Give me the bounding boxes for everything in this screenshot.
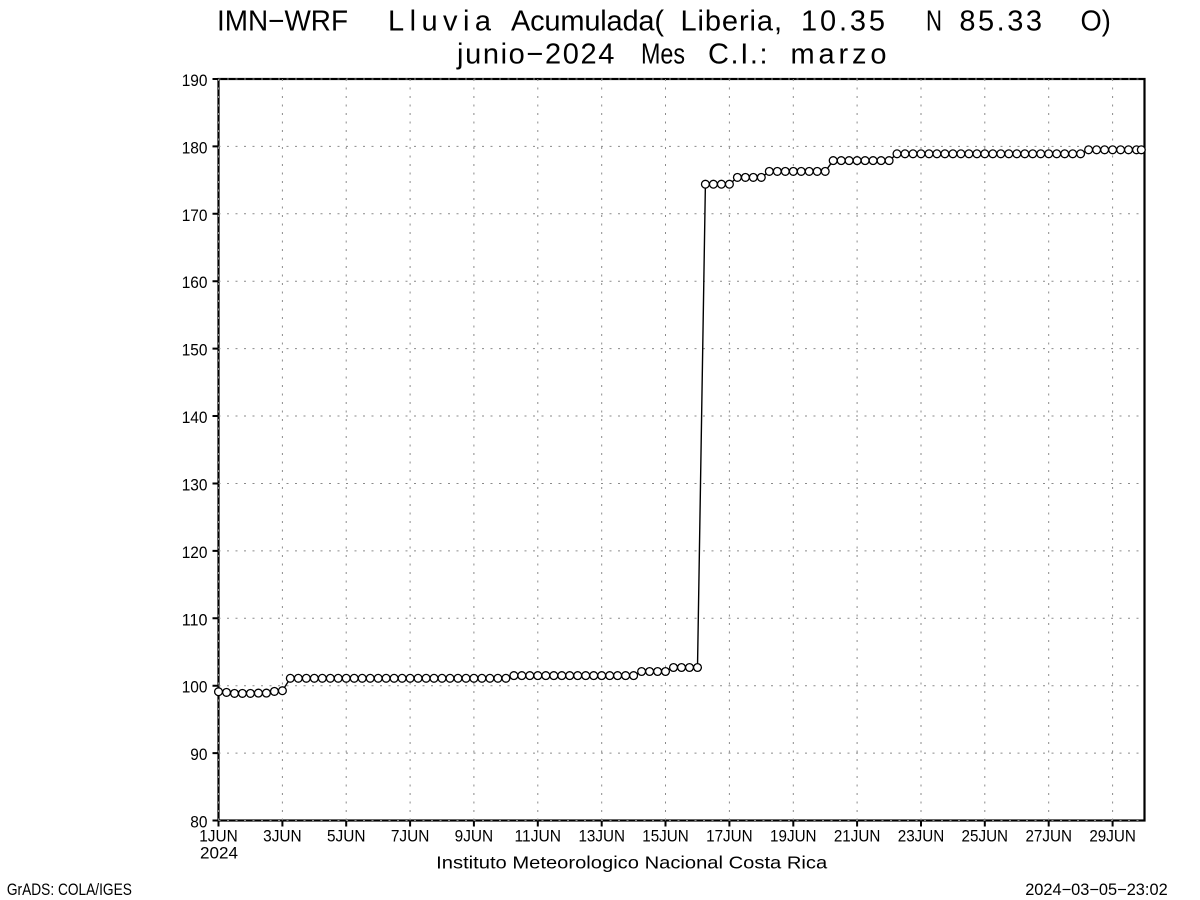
svg-text:13JUN: 13JUN: [578, 827, 625, 846]
svg-text:29JUN: 29JUN: [1089, 827, 1136, 846]
svg-text:2024: 2024: [200, 843, 238, 862]
svg-text:110: 110: [182, 611, 208, 629]
svg-text:junio−2024: junio−2024: [456, 39, 614, 71]
svg-text:9JUN: 9JUN: [455, 827, 494, 846]
svg-text:11JUN: 11JUN: [515, 827, 562, 846]
svg-text:160: 160: [182, 274, 208, 292]
svg-text:19JUN: 19JUN: [770, 827, 817, 846]
svg-text:N: N: [926, 6, 942, 38]
svg-text:marzo: marzo: [791, 39, 887, 71]
svg-text:5JUN: 5JUN: [327, 827, 366, 846]
svg-text:2024−03−05−23:02: 2024−03−05−23:02: [1025, 881, 1168, 899]
svg-text:10.35: 10.35: [801, 6, 885, 38]
svg-text:C.I.:: C.I.:: [708, 39, 768, 71]
svg-text:150: 150: [182, 342, 208, 360]
svg-text:Mes: Mes: [641, 39, 685, 71]
svg-text:27JUN: 27JUN: [1025, 827, 1072, 846]
svg-text:3JUN: 3JUN: [263, 827, 302, 846]
svg-text:23JUN: 23JUN: [898, 827, 945, 846]
svg-text:IMN−WRF: IMN−WRF: [217, 6, 348, 38]
svg-text:17JUN: 17JUN: [706, 827, 753, 846]
svg-text:120: 120: [182, 544, 208, 562]
svg-text:21JUN: 21JUN: [834, 827, 881, 846]
svg-text:130: 130: [182, 477, 208, 495]
svg-text:170: 170: [182, 207, 208, 225]
svg-text:190: 190: [182, 72, 208, 90]
svg-text:85.33: 85.33: [959, 6, 1042, 38]
svg-text:Acumulada(: Acumulada(: [511, 6, 664, 38]
svg-text:25JUN: 25JUN: [962, 827, 1009, 846]
svg-text:O): O): [1081, 6, 1111, 38]
svg-text:GrADS: COLA/IGES: GrADS: COLA/IGES: [7, 881, 132, 899]
svg-text:90: 90: [190, 746, 207, 764]
svg-text:1JUN: 1JUN: [199, 827, 238, 846]
svg-text:Instituto Meteorologico Nacion: Instituto Meteorologico Nacional Costa R…: [436, 853, 827, 873]
svg-text:Liberia,: Liberia,: [681, 6, 783, 38]
svg-text:80: 80: [190, 814, 207, 832]
svg-text:7JUN: 7JUN: [391, 827, 430, 846]
svg-text:100: 100: [182, 679, 208, 697]
svg-text:180: 180: [182, 139, 208, 157]
svg-text:15JUN: 15JUN: [642, 827, 689, 846]
svg-text:140: 140: [182, 409, 208, 427]
